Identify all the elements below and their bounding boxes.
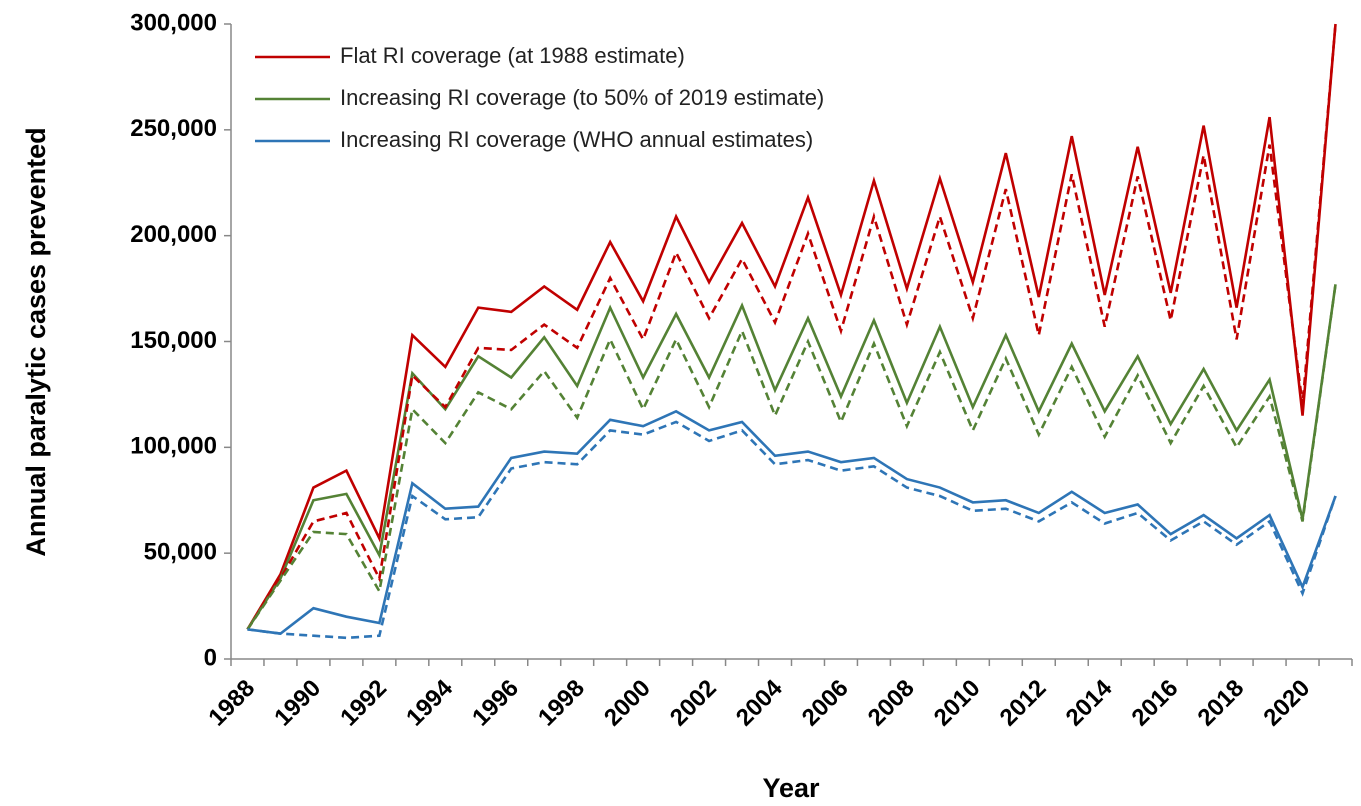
y-tick-label: 150,000 [130, 327, 217, 354]
x-tick-label: 2002 [665, 675, 722, 732]
line [246, 23, 1337, 631]
x-tick-label: 1994 [401, 674, 458, 731]
x-tick-label: 2012 [995, 675, 1052, 732]
y-axis-title: Annual paralytic cases prevented [21, 127, 51, 556]
x-tick-label: 1992 [335, 675, 392, 732]
x-tick-label: 2006 [797, 675, 854, 732]
legend-label: Increasing RI coverage (WHO annual estim… [340, 127, 813, 152]
y-tick-label: 200,000 [130, 221, 217, 248]
legend-label: Increasing RI coverage (to 50% of 2019 e… [340, 85, 824, 110]
x-tick-label: 2014 [1061, 674, 1118, 731]
x-tick-label: 1996 [467, 675, 524, 732]
dashed-line [246, 23, 1337, 631]
x-tick-label: 2008 [863, 675, 920, 732]
x-tick-label: 2016 [1127, 675, 1184, 732]
x-tick-label: 2010 [929, 675, 986, 732]
x-tick-label: 2004 [731, 674, 788, 731]
y-tick-label: 0 [204, 644, 217, 671]
y-tick-label: 50,000 [144, 539, 217, 566]
legend-label: Flat RI coverage (at 1988 estimate) [340, 43, 685, 68]
y-tick-label: 100,000 [130, 433, 217, 460]
dashed-line [246, 284, 1337, 631]
line [247, 409, 1337, 635]
dashed-line [247, 420, 1337, 640]
y-tick-label: 250,000 [130, 115, 217, 142]
x-tick-label: 2018 [1192, 675, 1249, 732]
x-tick-label: 1988 [203, 675, 260, 732]
x-axis-title: Year [762, 773, 820, 803]
y-tick-label: 300,000 [130, 9, 217, 36]
x-tick-label: 1990 [269, 675, 326, 732]
x-tick-label: 2000 [599, 675, 656, 732]
x-tick-label: 1998 [533, 675, 590, 732]
x-tick-label: 2020 [1258, 675, 1315, 732]
line [246, 284, 1337, 631]
